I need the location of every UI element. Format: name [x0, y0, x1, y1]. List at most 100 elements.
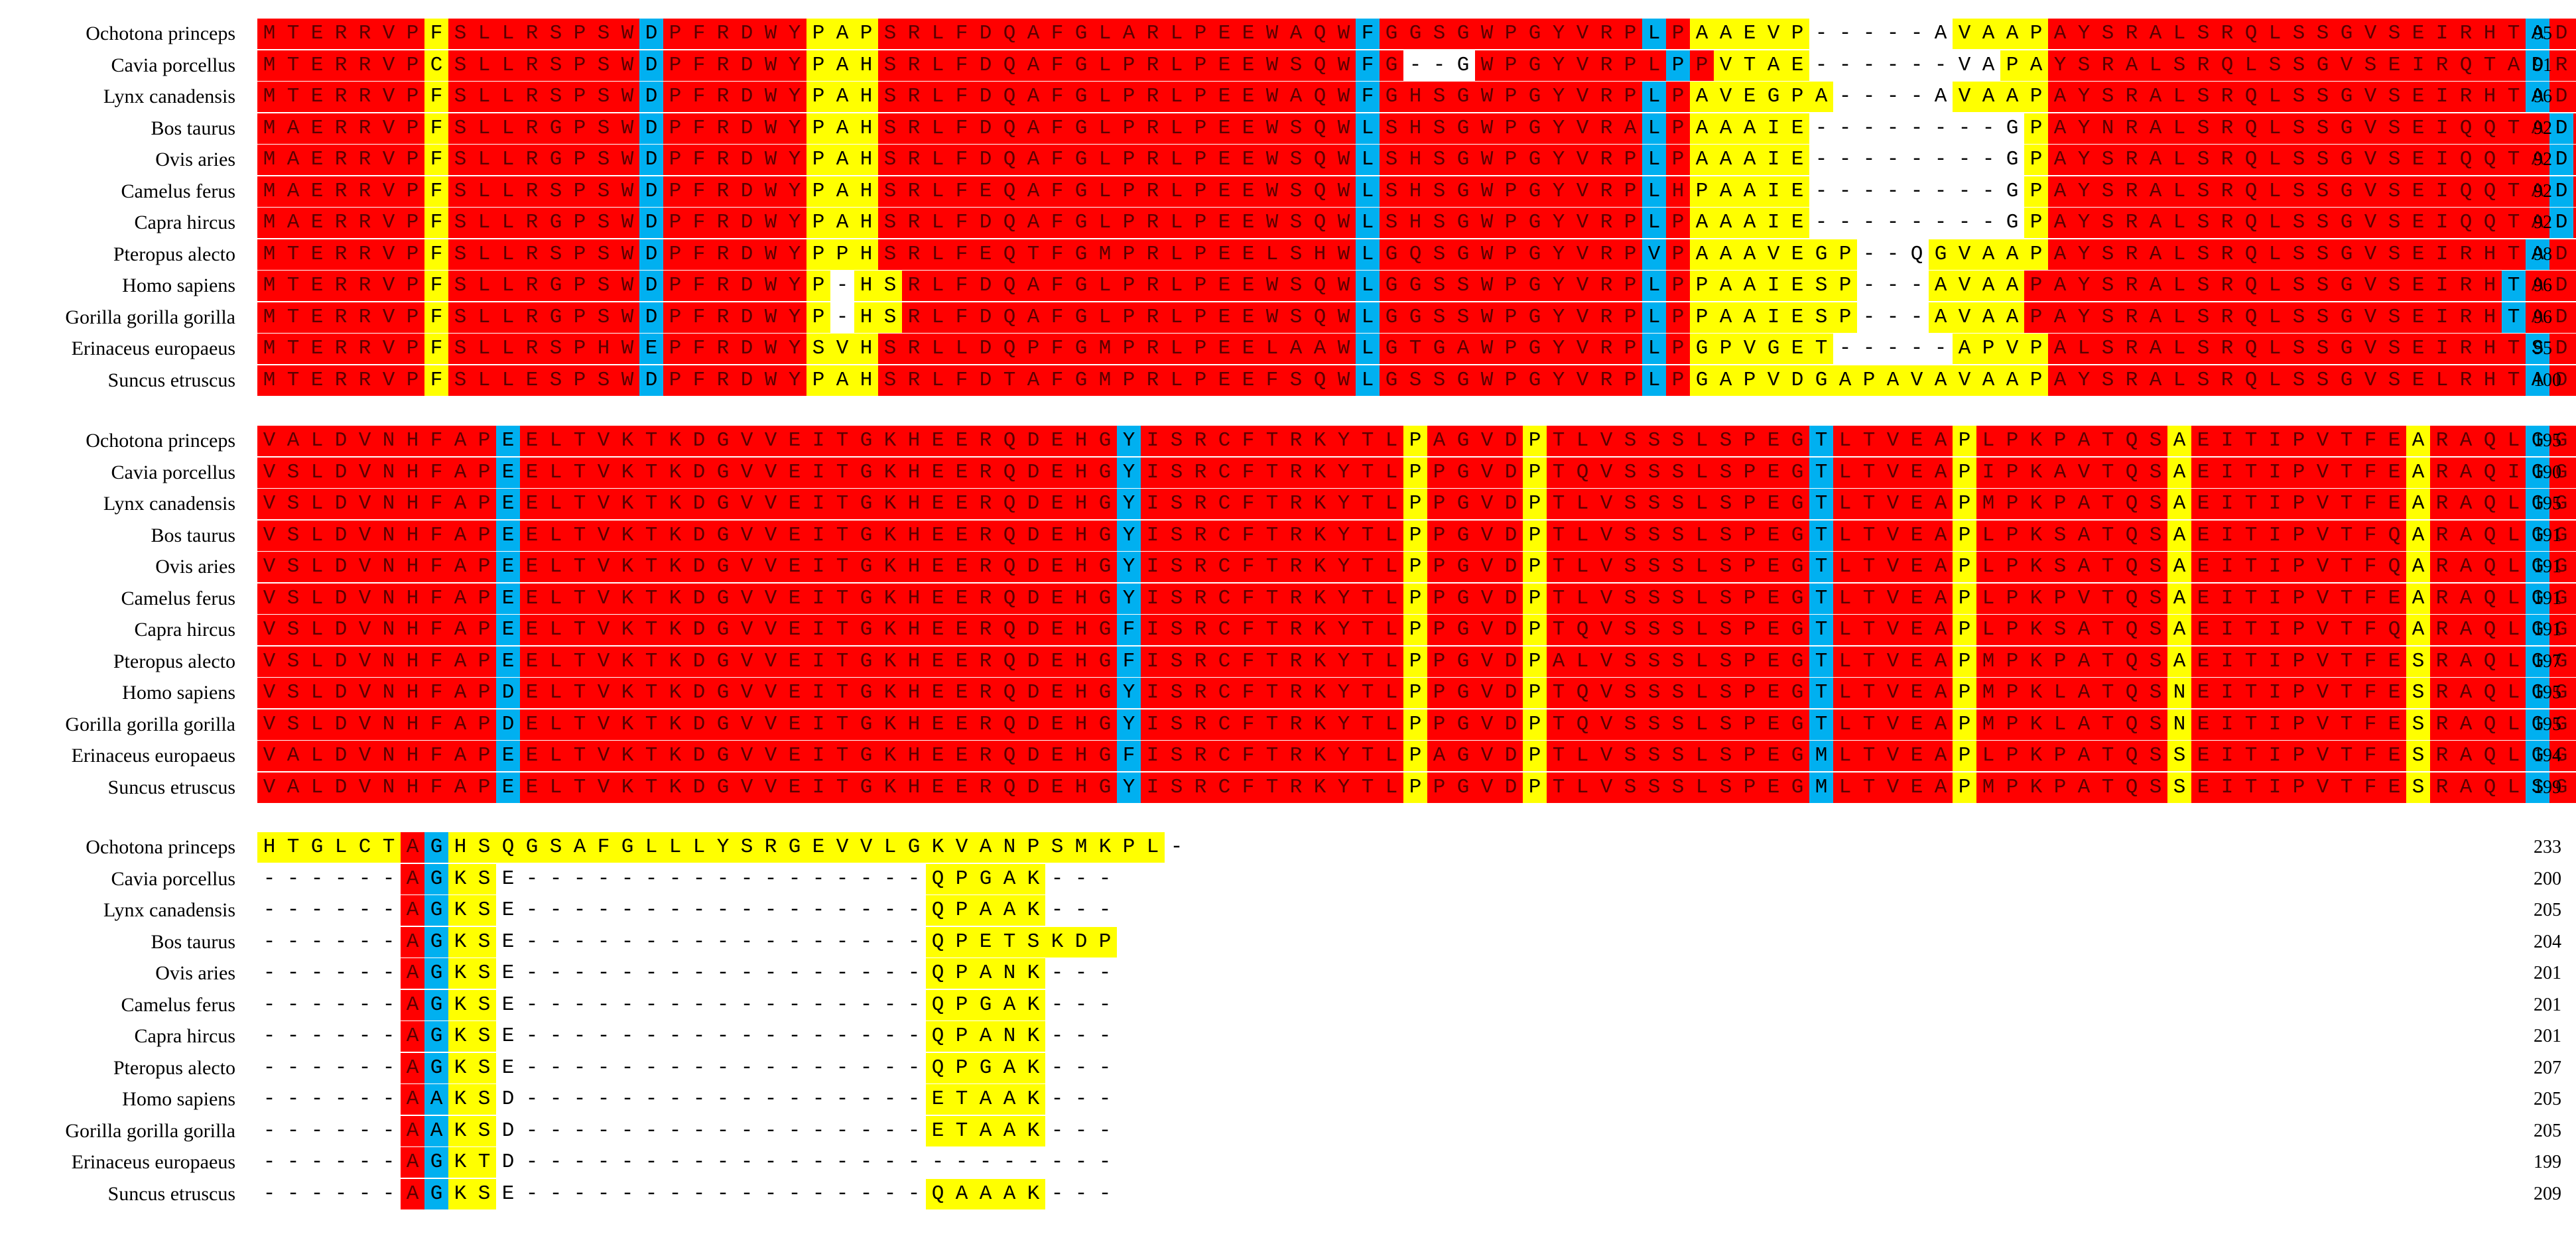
residue-cell: I — [1762, 302, 1785, 333]
residue-cell: T — [1260, 615, 1284, 645]
residue-cell: P — [2024, 302, 2048, 333]
gap-cell: - — [597, 898, 610, 922]
residue-cell: P — [1785, 82, 1809, 112]
residue-cell: I — [2215, 710, 2239, 740]
residue-cell: G — [1427, 334, 1451, 364]
residue-cell: V — [1475, 426, 1499, 456]
residue-cell: L — [1093, 302, 1117, 333]
residue-cell: R — [1594, 50, 1618, 81]
residue-cell: L — [544, 552, 568, 582]
residue-cell: A — [1929, 489, 1953, 519]
residue-cell: G — [1451, 426, 1475, 456]
residue-cell: R — [353, 334, 377, 364]
residue-cell: H — [902, 647, 926, 677]
residue-cell: S — [448, 113, 472, 144]
residue-cell: K — [2024, 615, 2048, 645]
gap-cell: - — [1098, 1119, 1112, 1143]
gap-cell: - — [1098, 1024, 1112, 1048]
residue-cell: R — [902, 302, 926, 333]
residue-cell: S — [448, 19, 472, 49]
residue-cell: E — [926, 710, 950, 740]
residue-cell: I — [2215, 615, 2239, 645]
residue-cell: K — [878, 678, 902, 708]
gap-cell: - — [1886, 148, 1900, 171]
residue-cell: I — [2430, 334, 2454, 364]
gap-cell: - — [263, 961, 276, 985]
residue-cell: A — [2144, 176, 2167, 207]
residue-cell: T — [2096, 489, 2120, 519]
gap-cell: - — [263, 1150, 276, 1174]
residue-cell: E — [1045, 741, 1069, 771]
gap-cell: - — [287, 961, 300, 985]
residue-cell: D — [1069, 927, 1093, 958]
residue-cell: S — [1642, 615, 1666, 645]
residue-cell: S — [1021, 927, 1045, 958]
residue-cell: S — [2311, 145, 2335, 175]
residue-cell: G — [854, 552, 878, 582]
residue-cell: Q — [2478, 113, 2502, 144]
residue-count: 190 — [2534, 462, 2561, 483]
gap-cell: - — [788, 930, 801, 954]
residue-cell: V — [1881, 584, 1905, 614]
residue-cell: Q — [1910, 243, 1923, 266]
residue-cell: S — [2144, 772, 2167, 803]
residue-cell: L — [1165, 208, 1189, 238]
residue-cell: S — [1165, 584, 1189, 614]
residue-count: 92 — [2534, 149, 2552, 170]
residue-cell: P — [806, 302, 830, 333]
residue-cell: L — [1380, 458, 1403, 488]
residue-cell: D — [735, 334, 759, 364]
residue-cell: S — [2382, 271, 2406, 301]
residue-cell: K — [1308, 710, 1332, 740]
gap-cell: - — [883, 1182, 897, 1205]
gap-cell: - — [549, 961, 562, 985]
residue-cell: V — [735, 426, 759, 456]
residue-cell: H — [2478, 302, 2502, 333]
residue-cell: L — [544, 710, 568, 740]
residue-cell: L — [305, 521, 329, 551]
gap-cell: - — [716, 1182, 730, 1205]
residue-cell: G — [1093, 552, 1117, 582]
residue-cell: H — [902, 678, 926, 708]
residue-cell: P — [663, 145, 687, 175]
residue-cell: P — [663, 19, 687, 49]
residue-cell: W — [1260, 302, 1284, 333]
residue-cell: Y — [1547, 50, 1571, 81]
residue-cell: E — [2406, 208, 2430, 238]
gap-cell: - — [860, 993, 873, 1017]
residue-cell: S — [2287, 176, 2311, 207]
residue-cell: P — [472, 615, 496, 645]
residue-cell: W — [615, 82, 639, 112]
residue-cell: V — [1594, 458, 1618, 488]
alignment-row: Capra hircus V S L D V N H F A P E E L T V K T K D G V V E I T G K H… — [0, 615, 2576, 645]
residue-cell: A — [2048, 302, 2072, 333]
residue-cell: C — [1212, 489, 1236, 519]
gap-cell: - — [382, 993, 395, 1017]
residue-cell: G — [2549, 772, 2573, 803]
residue-cell: A — [1976, 19, 2000, 49]
residue-cell: R — [1594, 302, 1618, 333]
residue-cell: Q — [2478, 678, 2502, 708]
residue-cell: G — [1403, 19, 1427, 49]
residue-cell: V — [257, 521, 281, 551]
residue-cell: A — [424, 1084, 448, 1115]
residue-cell: H — [854, 208, 878, 238]
residue-cell: S — [2048, 521, 2072, 551]
residue-cell: S — [448, 302, 472, 333]
residue-cell: V — [377, 50, 401, 81]
gap-cell: - — [716, 867, 730, 891]
residue-cell: A — [974, 832, 998, 863]
residue-cell: E — [926, 489, 950, 519]
residue-cell: L — [1165, 176, 1189, 207]
residue-cell: S — [2311, 176, 2335, 207]
residue-cell: R — [2120, 82, 2144, 112]
residue-cell: G — [1451, 647, 1475, 677]
gap-cell: - — [812, 1182, 825, 1205]
residue-cell: E — [1045, 552, 1069, 582]
residue-cell: G — [1523, 176, 1547, 207]
residue-cell: T — [1356, 615, 1380, 645]
residue-cell: S — [1714, 458, 1738, 488]
residue-cell: H — [902, 741, 926, 771]
residue-count: 195 — [2534, 682, 2561, 703]
residue-cell: T — [568, 772, 592, 803]
